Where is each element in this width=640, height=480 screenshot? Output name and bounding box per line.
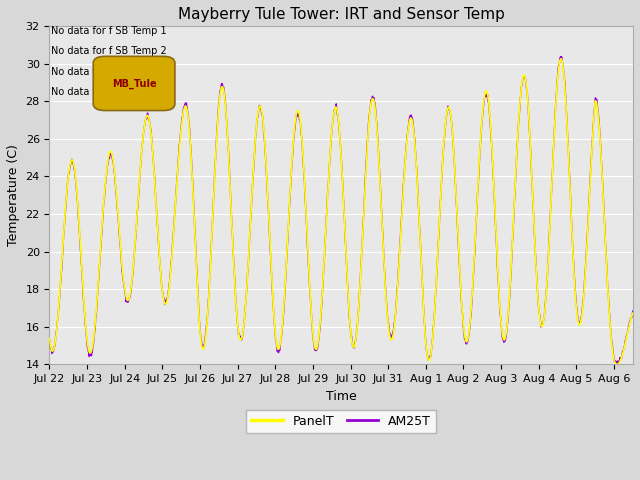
FancyBboxPatch shape	[93, 56, 175, 110]
Text: No data for f SB Temp 1: No data for f SB Temp 1	[51, 26, 166, 36]
Text: No data for f SB Temp 2: No data for f SB Temp 2	[51, 46, 166, 56]
Title: Mayberry Tule Tower: IRT and Sensor Temp: Mayberry Tule Tower: IRT and Sensor Temp	[178, 7, 504, 22]
Legend: PanelT, AM25T: PanelT, AM25T	[246, 409, 436, 432]
Text: No data for f     Temp 2: No data for f Temp 2	[51, 87, 163, 97]
Text: No data for f     Temp 1: No data for f Temp 1	[51, 67, 163, 76]
Text: MB_Tule: MB_Tule	[112, 78, 156, 89]
Y-axis label: Temperature (C): Temperature (C)	[7, 144, 20, 246]
X-axis label: Time: Time	[326, 390, 356, 403]
